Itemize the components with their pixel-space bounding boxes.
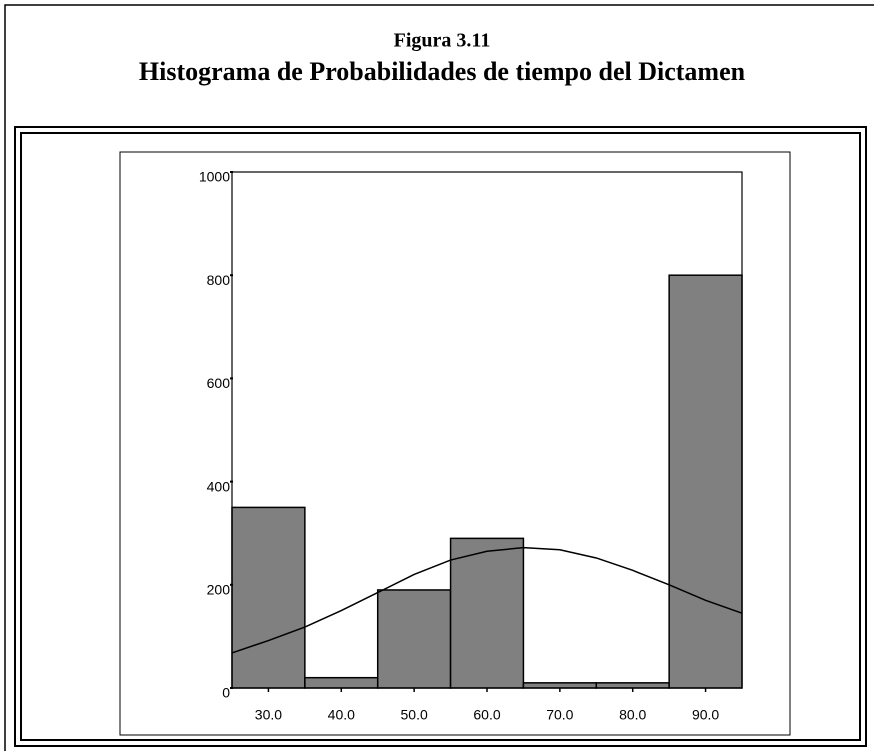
y-tick-label: 400 <box>207 478 231 494</box>
normal-curve <box>231 546 743 654</box>
y-tick-label: 200 <box>207 582 231 598</box>
outer-frame <box>4 4 874 751</box>
chart-frame <box>119 151 791 736</box>
x-tick-label: 70.0 <box>546 707 573 723</box>
chart-title: Histograma de Probabilidades de tiempo d… <box>139 57 746 86</box>
x-tick-label: 40.0 <box>328 707 355 723</box>
y-tick-label: 0 <box>222 685 230 701</box>
bar <box>304 676 379 689</box>
x-tick-label: 30.0 <box>255 707 282 723</box>
y-tick-label: 800 <box>207 272 231 288</box>
y-tick-label: 1000 <box>199 169 230 185</box>
x-tick-label: 60.0 <box>473 707 500 723</box>
bar <box>595 682 670 689</box>
double-frame-inner <box>20 132 861 741</box>
y-tick-label: 600 <box>207 375 231 391</box>
bar <box>449 537 525 689</box>
x-tick-label: 90.0 <box>692 707 719 723</box>
double-frame-outer <box>14 126 867 747</box>
x-tick-label: 50.0 <box>401 707 428 723</box>
bar <box>522 682 598 689</box>
x-tick-label: 80.0 <box>619 707 646 723</box>
bar <box>231 506 306 689</box>
bar <box>376 589 452 689</box>
figure-label: Figura 3.11 <box>394 30 491 52</box>
bar <box>668 274 743 689</box>
